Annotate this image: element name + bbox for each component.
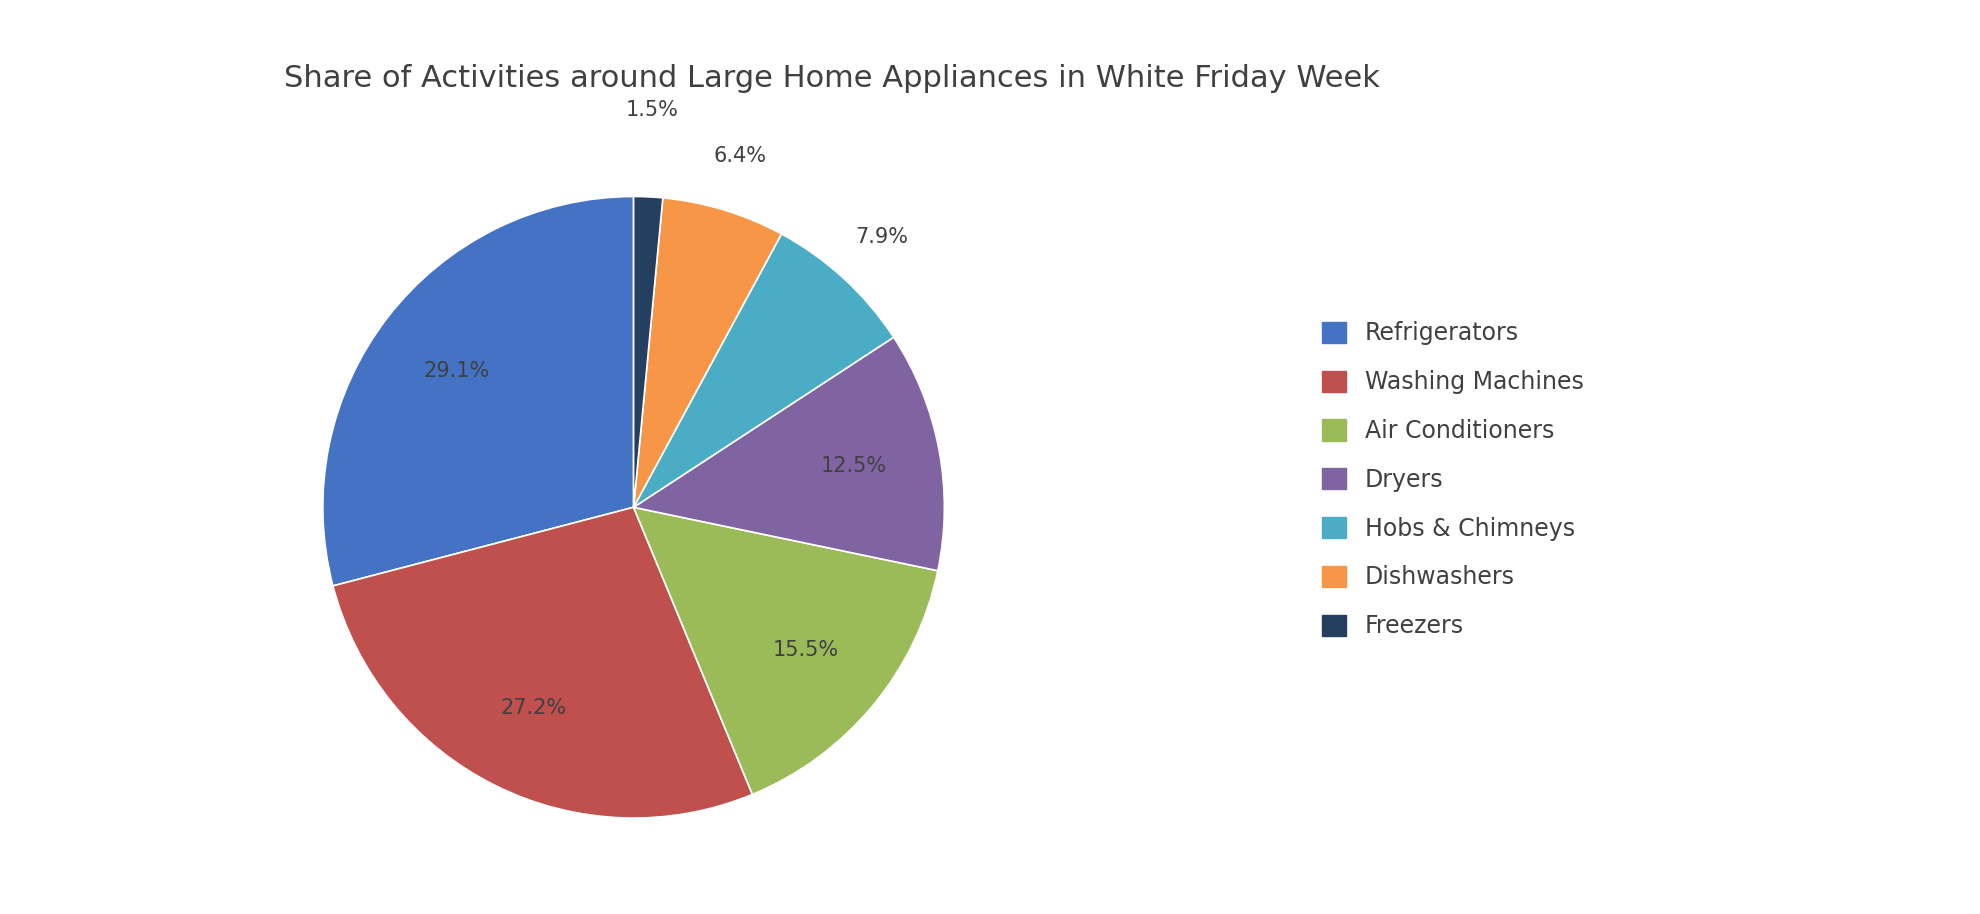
Text: 29.1%: 29.1% [424,360,489,380]
Wedge shape [634,234,893,507]
Text: Share of Activities around Large Home Appliances in White Friday Week: Share of Activities around Large Home Ap… [283,64,1380,93]
Wedge shape [634,198,782,507]
Text: 12.5%: 12.5% [820,456,887,475]
Text: 15.5%: 15.5% [772,640,840,660]
Wedge shape [333,507,752,818]
Text: 1.5%: 1.5% [626,100,679,120]
Text: 7.9%: 7.9% [855,228,909,248]
Wedge shape [634,197,663,507]
Text: 27.2%: 27.2% [501,697,566,717]
Wedge shape [634,337,944,570]
Wedge shape [323,197,634,586]
Legend: Refrigerators, Washing Machines, Air Conditioners, Dryers, Hobs & Chimneys, Dish: Refrigerators, Washing Machines, Air Con… [1313,312,1594,648]
Wedge shape [634,507,939,794]
Text: 6.4%: 6.4% [713,146,766,166]
